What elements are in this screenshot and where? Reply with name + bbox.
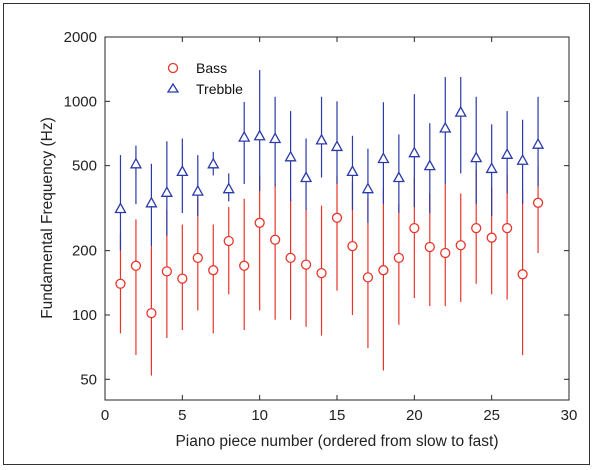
- trebble-point: [377, 152, 390, 164]
- legend-label-bass: Bass: [196, 60, 227, 76]
- trebble-point: [392, 171, 405, 183]
- y-axis-label: Fundamental Frequency (Hz): [39, 117, 56, 319]
- bass-point: [331, 212, 343, 223]
- x-tick-label: 0: [101, 407, 109, 424]
- trebble-point: [408, 146, 421, 158]
- bass-point: [440, 247, 451, 259]
- x-tick-label: 10: [251, 407, 268, 424]
- bass-point: [471, 222, 482, 234]
- y-tick-label: 500: [72, 158, 97, 175]
- bass-point: [486, 232, 497, 243]
- trebble-point: [315, 133, 328, 145]
- series-trebble: [114, 70, 545, 251]
- legend-label-trebble: Trebble: [196, 81, 243, 97]
- trebble-point: [284, 150, 297, 162]
- bass-point: [300, 259, 312, 270]
- legend: Bass Trebble: [140, 54, 250, 102]
- bass-point: [254, 217, 265, 228]
- y-tick-label: 200: [72, 243, 97, 260]
- y-tick-labels: 50 100 200 500 1000 2000: [64, 29, 97, 388]
- bass-point: [393, 252, 405, 264]
- bass-point: [347, 240, 358, 252]
- trebble-point: [470, 151, 483, 163]
- bass-point: [239, 260, 250, 271]
- bass-point: [161, 266, 173, 277]
- x-tick-label: 20: [406, 407, 423, 424]
- bass-point: [532, 197, 544, 208]
- x-tick-labels: 0 5 10 15 20 25 30: [101, 407, 578, 424]
- trebble-point: [160, 185, 173, 197]
- bass-point: [316, 267, 327, 279]
- trebble-point: [191, 184, 204, 196]
- trebble-point: [423, 159, 436, 171]
- trebble-point: [145, 196, 158, 208]
- y-tick-label: 100: [72, 307, 97, 324]
- bass-point: [208, 265, 219, 276]
- x-tick-label: 25: [483, 407, 500, 424]
- legend-marker-bass: [167, 62, 179, 74]
- axis-ticks: [104, 36, 570, 400]
- trebble-point: [129, 157, 143, 169]
- trebble-point: [207, 157, 220, 169]
- trebble-point: [253, 129, 266, 141]
- x-tick-label: 15: [329, 407, 346, 424]
- bass-point: [455, 240, 466, 251]
- trebble-point: [516, 153, 529, 165]
- bass-point: [501, 222, 513, 234]
- trebble-point: [269, 132, 282, 144]
- bass-point: [146, 307, 157, 319]
- trebble-point: [114, 202, 127, 214]
- legend-marker-trebble: [166, 82, 180, 93]
- trebble-point: [222, 182, 235, 194]
- bass-point: [192, 252, 203, 264]
- trebble-point: [299, 171, 313, 183]
- series-layer: [114, 70, 545, 376]
- bass-point: [409, 222, 420, 234]
- trebble-point: [176, 165, 189, 177]
- bass-point: [378, 265, 389, 276]
- bass-point: [223, 235, 234, 247]
- bass-point: [517, 269, 528, 280]
- trebble-point: [439, 121, 452, 133]
- bass-point: [424, 241, 435, 253]
- trebble-point: [330, 140, 344, 152]
- y-tick-label: 50: [80, 371, 97, 388]
- x-axis-label: Piano piece number (ordered from slow to…: [175, 433, 498, 450]
- y-tick-label: 1000: [64, 93, 97, 110]
- trebble-point: [501, 147, 514, 159]
- trebble-point: [531, 137, 545, 149]
- trebble-point: [454, 105, 467, 117]
- y-tick-label: 2000: [64, 29, 97, 46]
- trebble-point: [485, 162, 498, 174]
- bass-point: [115, 278, 126, 289]
- trebble-point: [346, 165, 359, 177]
- trebble-point: [238, 130, 251, 142]
- bass-point: [269, 234, 281, 245]
- bass-point: [130, 260, 142, 271]
- bass-point: [362, 272, 374, 283]
- x-tick-label: 30: [561, 407, 578, 424]
- bass-point: [285, 252, 296, 264]
- x-tick-label: 5: [178, 407, 186, 424]
- legend-box: [140, 54, 250, 102]
- trebble-point: [361, 182, 375, 194]
- bass-point: [177, 273, 188, 284]
